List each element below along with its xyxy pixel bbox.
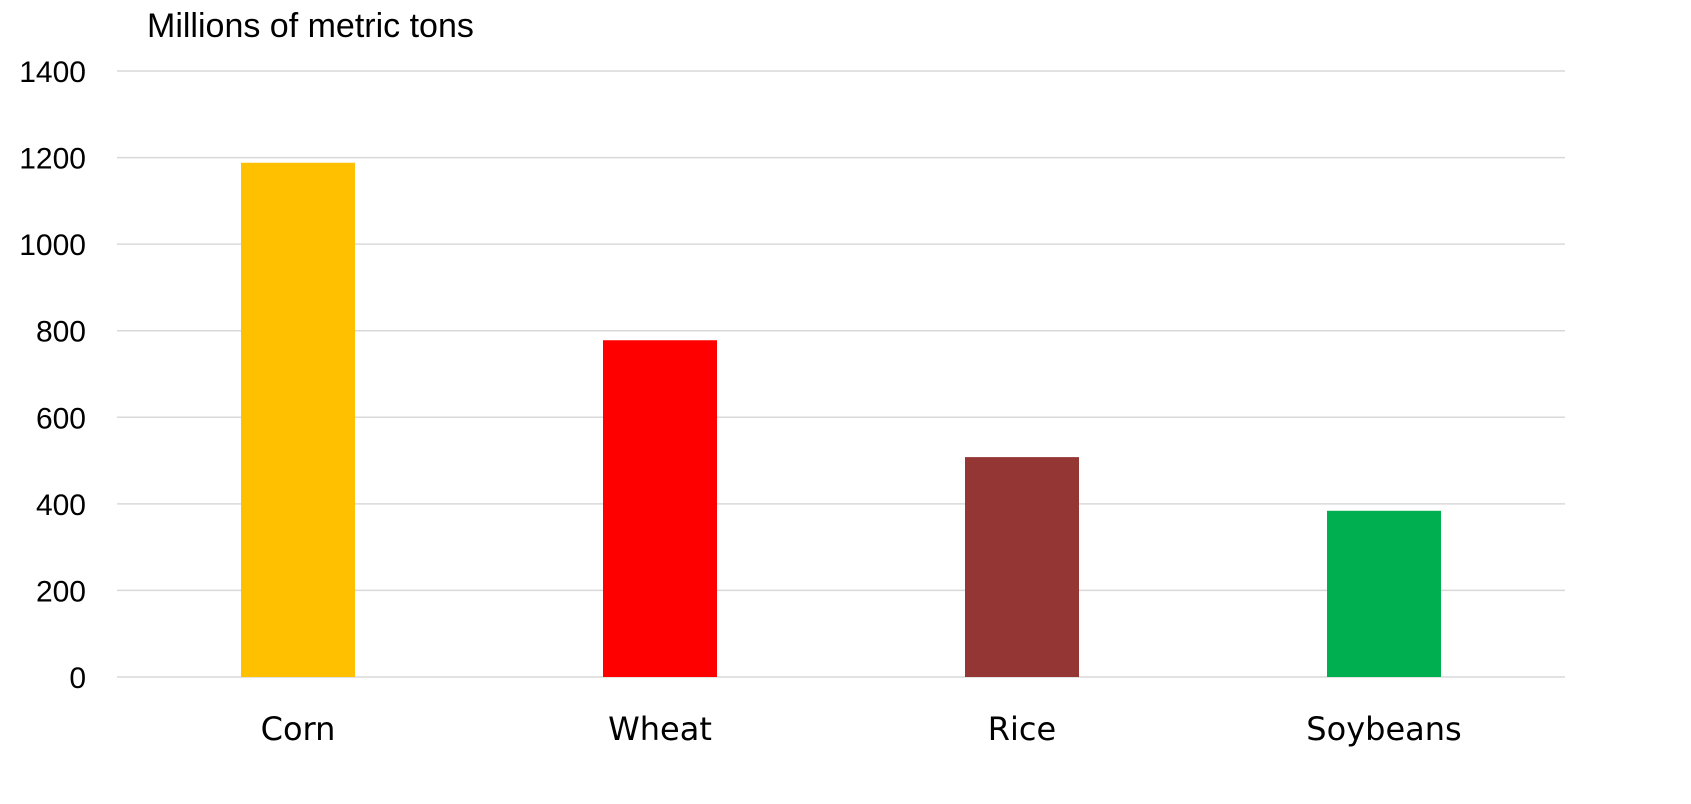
bar-soybeans: [1327, 510, 1441, 677]
x-tick-label-wheat: Wheat: [608, 710, 712, 748]
bar-corn: [241, 162, 355, 677]
gridlines: [117, 70, 1565, 678]
bar-wheat: [603, 340, 717, 677]
bars: [241, 162, 1441, 677]
y-tick-label: 800: [36, 316, 86, 349]
y-tick-label: 1200: [19, 143, 86, 176]
x-tick-label-soybeans: Soybeans: [1306, 710, 1461, 748]
y-tick-label: 400: [36, 489, 86, 522]
y-tick-label: 1000: [19, 229, 86, 262]
y-axis-unit-label: Millions of metric tons: [147, 7, 474, 45]
y-axis-ticks: 0 200 400 600 800 1000 1200 1400: [19, 56, 86, 695]
y-tick-label: 0: [69, 662, 86, 695]
y-tick-label: 200: [36, 575, 86, 608]
x-tick-label-corn: Corn: [261, 710, 336, 748]
y-tick-label: 600: [36, 402, 86, 435]
x-axis-ticks: Corn Wheat Rice Soybeans: [261, 710, 1462, 748]
y-tick-label: 1400: [19, 56, 86, 89]
x-tick-label-rice: Rice: [988, 710, 1056, 748]
bar-rice: [965, 457, 1079, 677]
